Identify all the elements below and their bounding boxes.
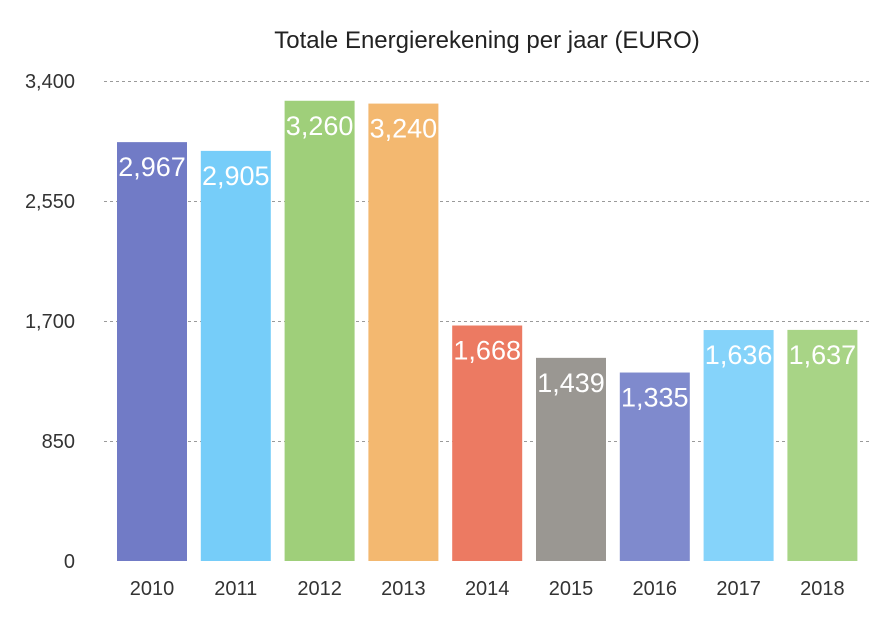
x-tick-label: 2015: [549, 578, 594, 600]
bar-2015: [536, 357, 606, 561]
data-label: 1,637: [789, 340, 857, 370]
chart-title: Totale Energierekening per jaar (EURO): [274, 27, 700, 54]
x-tick-label: 2018: [800, 578, 845, 600]
y-axis: 0 850 1,700 2,550 3,400: [25, 71, 75, 573]
x-tick-label: 2016: [633, 578, 678, 600]
y-tick-label: 1,700: [25, 311, 75, 333]
x-axis: 2010 2011 2012 2013 2014 2015 2016 2017 2018: [130, 578, 845, 600]
data-label: 1,439: [537, 368, 605, 398]
bar-2014: [452, 325, 523, 561]
y-tick-label: 2,550: [25, 191, 75, 213]
bar-2013: [368, 103, 439, 562]
data-label: 1,636: [705, 340, 773, 370]
bar-2012: [284, 100, 355, 561]
bar-2011: [200, 150, 271, 561]
data-label: 3,240: [370, 114, 438, 144]
y-tick-label: 3,400: [25, 71, 75, 93]
y-tick-label: 0: [64, 551, 75, 573]
bar-2016: [619, 372, 690, 561]
x-tick-label: 2014: [465, 578, 510, 600]
x-tick-label: 2010: [130, 578, 175, 600]
bars: 2,967 2,905 3,260 3,240 1,668 1,439 1,335 1,636…: [117, 100, 858, 562]
bar-2018: [787, 329, 858, 561]
x-tick-label: 2012: [297, 578, 342, 600]
bar-2010: [117, 142, 187, 562]
data-label: 2,967: [118, 152, 186, 182]
x-tick-label: 2011: [214, 578, 257, 600]
data-label: 1,668: [453, 336, 521, 366]
y-tick-label: 850: [42, 431, 75, 453]
data-label: 1,335: [621, 383, 689, 413]
x-tick-label: 2017: [716, 578, 761, 600]
x-tick-label: 2013: [381, 578, 426, 600]
bar-2017: [703, 330, 774, 561]
data-label: 3,260: [286, 111, 354, 141]
data-label: 2,905: [202, 161, 270, 191]
